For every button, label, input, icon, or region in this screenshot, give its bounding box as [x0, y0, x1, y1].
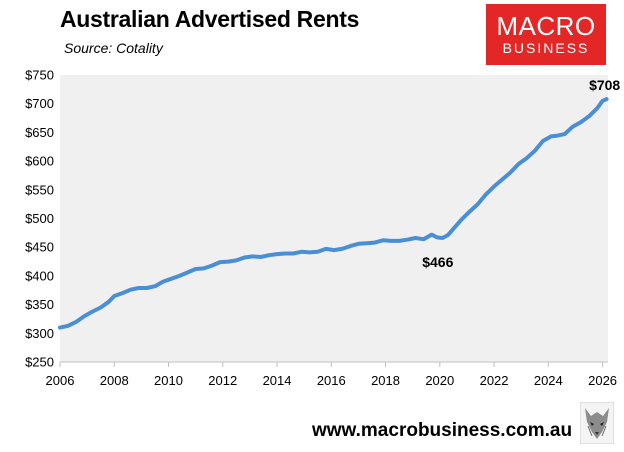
x-tick-label: 2022 [480, 373, 509, 388]
y-tick-label: $500 [25, 211, 54, 226]
x-tick-label: 2026 [588, 373, 617, 388]
y-tick-label: $400 [25, 268, 54, 283]
y-tick-label: $550 [25, 182, 54, 197]
annotation-low-label: $466 [422, 254, 453, 270]
y-tick-label: $650 [25, 125, 54, 140]
y-tick-label: $300 [25, 326, 54, 341]
rents-line-chart: $250 $300 $350 $400 $450 $500 $550 $600 $650 $700… [25, 68, 620, 389]
logo-line-1: MACRO [496, 11, 596, 41]
page-title: Australian Advertised Rents [60, 6, 360, 32]
annotation-layer: $466 $708 [422, 77, 620, 270]
y-axis: $250 $300 $350 $400 $450 $500 $550 $600 $650 $700… [25, 68, 54, 370]
x-tick-label: 2010 [154, 373, 183, 388]
y-tick-label: $250 [25, 355, 54, 370]
plot-area [60, 75, 608, 362]
x-tick-label: 2020 [425, 373, 454, 388]
x-tick-label: 2018 [371, 373, 400, 388]
series-layer [58, 97, 609, 330]
y-tick-label: $750 [25, 68, 54, 83]
macrobusiness-logo: MACRO BUSINESS [486, 4, 606, 65]
x-tick-label: 2024 [534, 373, 563, 388]
y-tick-label: $700 [25, 96, 54, 111]
rent-series-line [58, 97, 609, 330]
y-tick-label: $350 [25, 297, 54, 312]
x-axis: 2006 2008 2010 2012 2014 2016 2018 2020 2022 2024… [46, 361, 617, 388]
chart-source: Source: Cotality [64, 40, 163, 56]
x-tick-label: 2008 [100, 373, 129, 388]
website-url: www.macrobusiness.com.au [312, 420, 573, 441]
x-tick-label: 2006 [46, 373, 75, 388]
wolf-mascot-icon [580, 402, 614, 444]
x-tick-label: 2012 [208, 373, 237, 388]
annotation-latest-label: $708 [589, 77, 620, 93]
logo-line-2: BUSINESS [502, 40, 590, 56]
y-tick-label: $600 [25, 154, 54, 169]
y-tick-label: $450 [25, 240, 54, 255]
x-tick-label: 2016 [317, 373, 346, 388]
x-tick-label: 2014 [263, 373, 292, 388]
